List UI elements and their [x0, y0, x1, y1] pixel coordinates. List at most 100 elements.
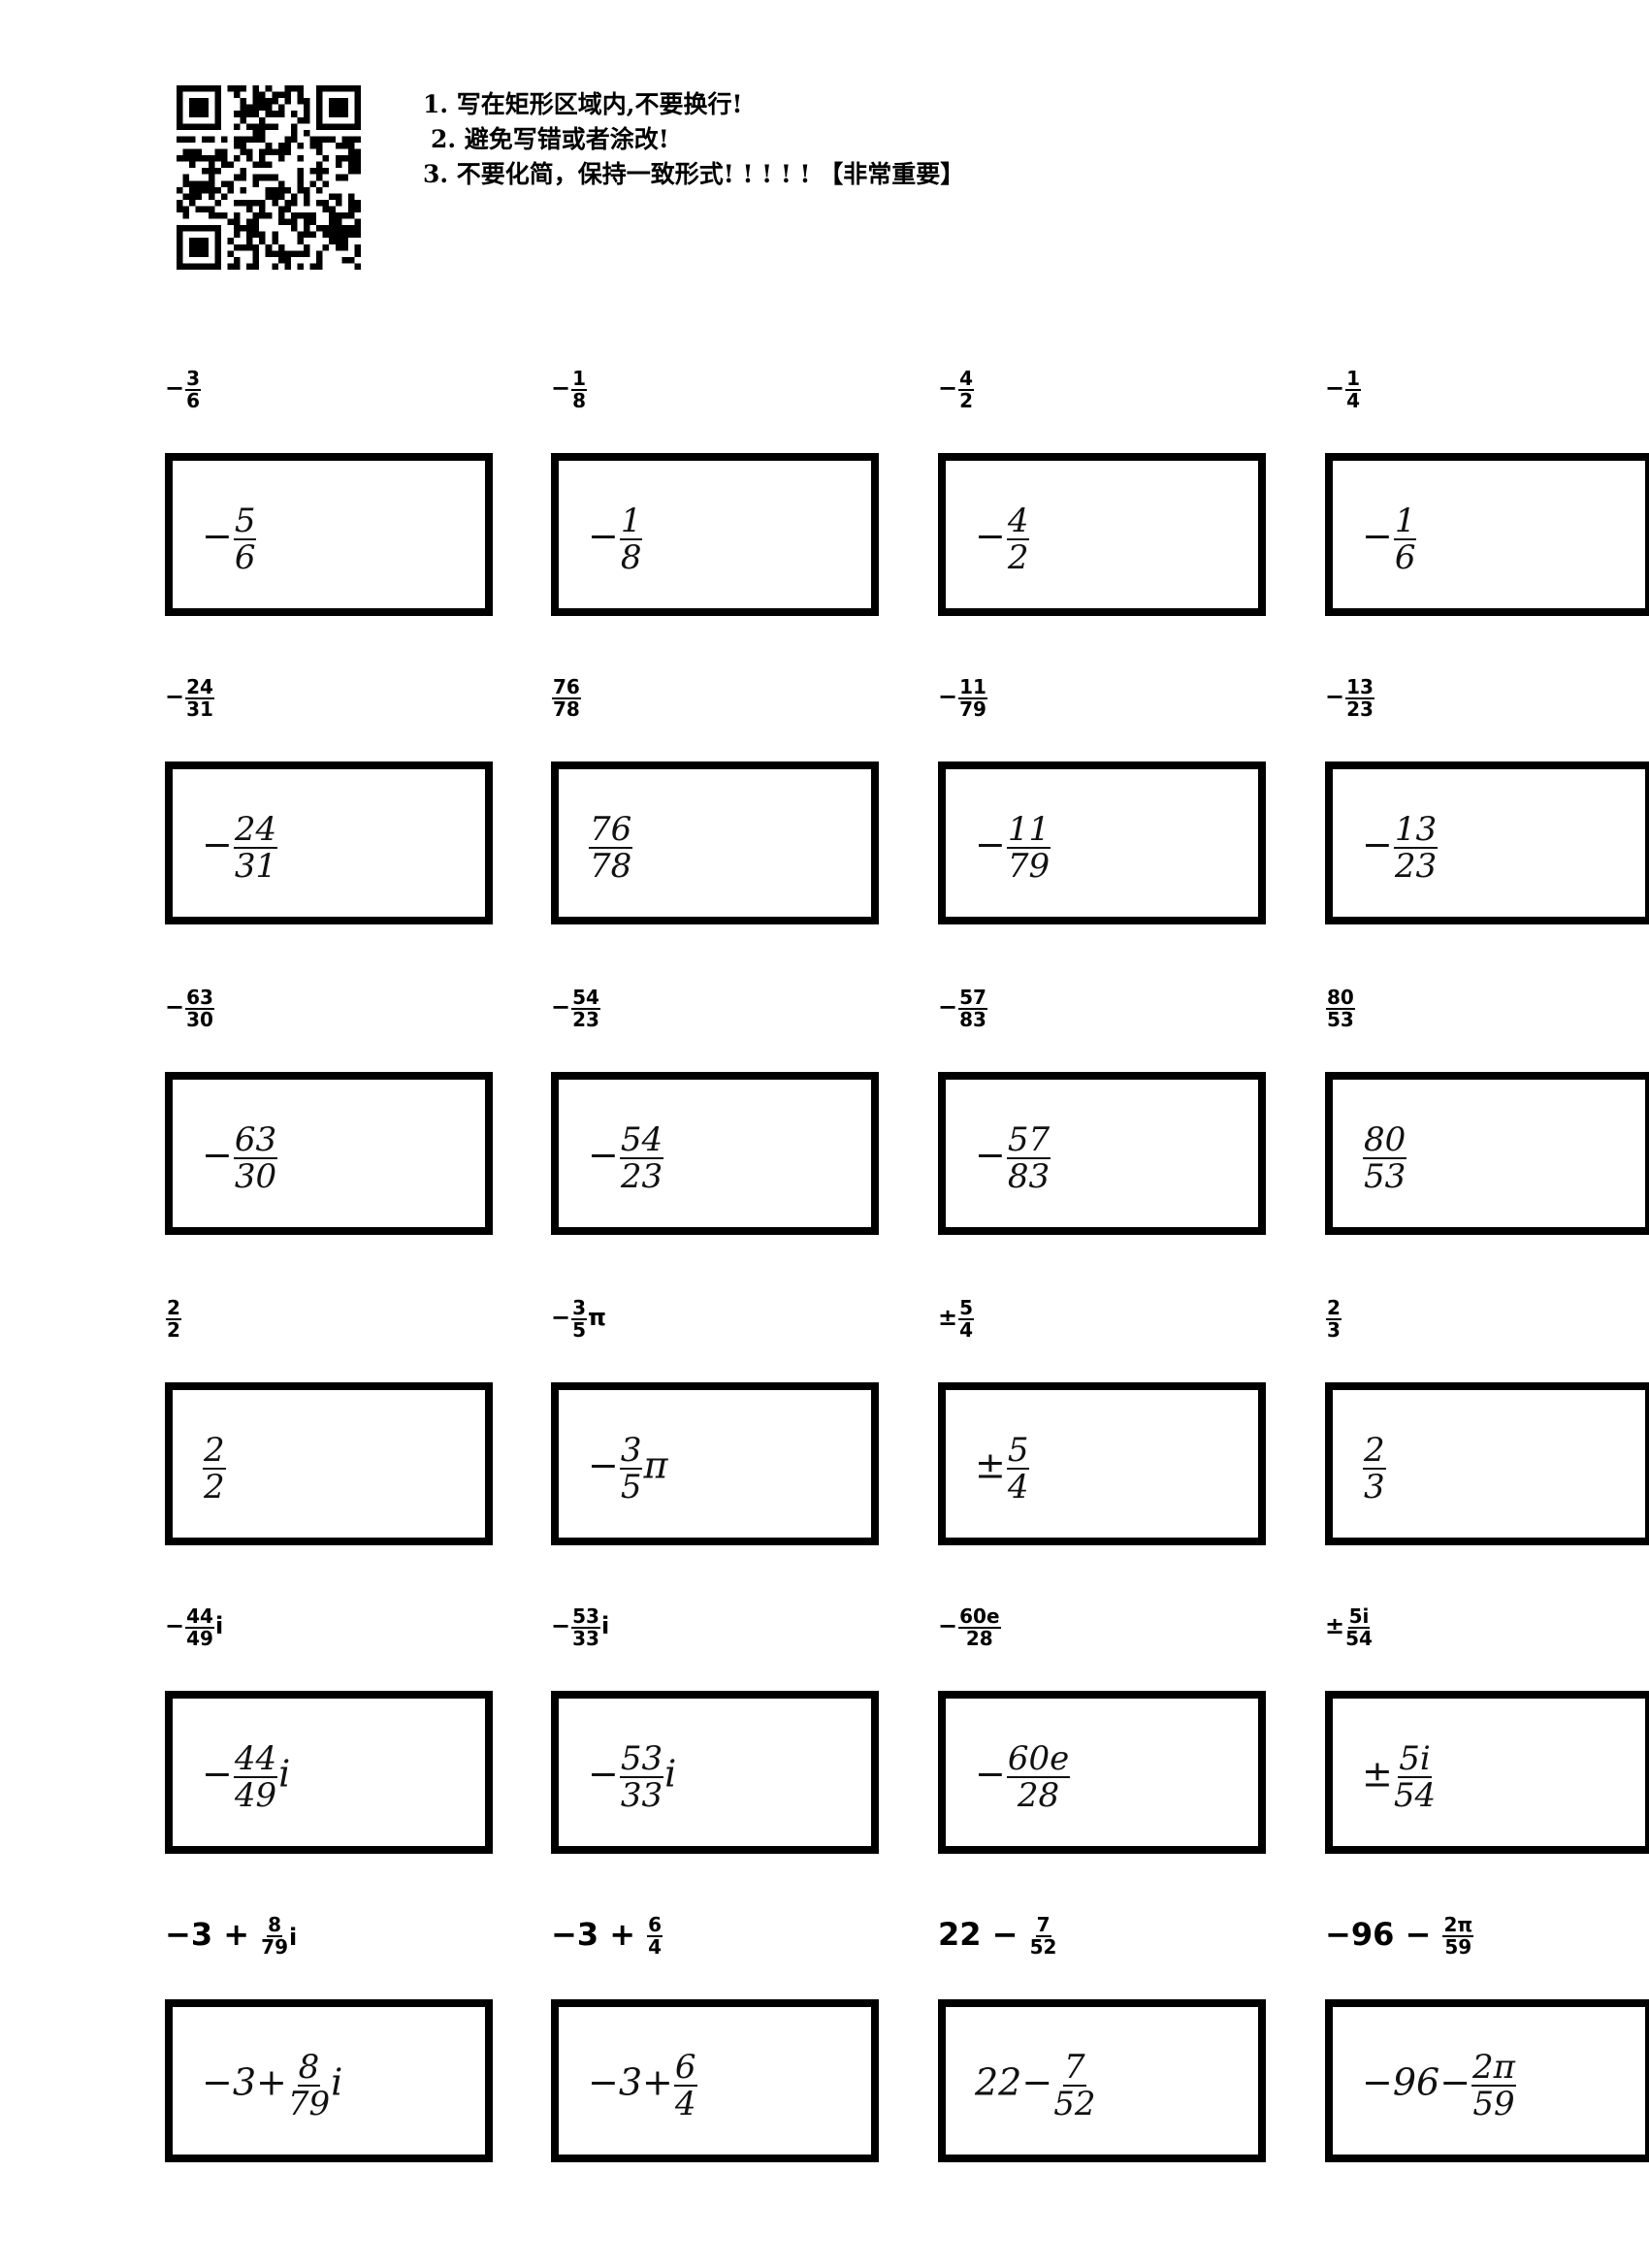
printed-fraction: 11 79	[958, 677, 987, 720]
printed-numerator: 8	[267, 1913, 283, 1937]
printed-numerator: 60e	[958, 1604, 1001, 1629]
printed-denominator: 8	[572, 389, 587, 412]
answer-box[interactable]: −5 6	[165, 453, 493, 616]
answer-prefix: −	[1362, 823, 1393, 866]
printed-expression: −57 83	[938, 980, 988, 1038]
answer-box[interactable]: −3+ 8 79 i	[165, 1999, 493, 2162]
printed-prefix: −96 −	[1325, 1916, 1442, 1953]
answer-numerator: 53	[619, 1739, 664, 1778]
printed-denominator: 59	[1444, 1935, 1472, 1959]
printed-numerator: 11	[958, 675, 987, 699]
printed-numerator: 63	[185, 986, 214, 1010]
printed-numerator: 3	[185, 367, 202, 391]
answer-prefix: 22−	[975, 2060, 1053, 2104]
handwritten-answer: −13 23	[1362, 789, 1635, 907]
handwritten-answer: −96− 2π 59	[1362, 2026, 1635, 2145]
answer-denominator: 53	[1364, 1157, 1406, 1196]
answer-denominator: 3	[1364, 1468, 1385, 1507]
answer-box[interactable]: −1 8	[551, 453, 879, 616]
answer-box[interactable]: 80 53	[1325, 1072, 1649, 1235]
answer-fraction: 5i 54	[1394, 1741, 1436, 1813]
answer-numerator: 44	[233, 1739, 278, 1778]
answer-denominator: 28	[1017, 1776, 1060, 1815]
printed-prefix: −	[551, 993, 571, 1021]
printed-fraction: 7 52	[1030, 1915, 1057, 1958]
printed-prefix: −	[1325, 683, 1345, 710]
printed-denominator: 78	[553, 697, 580, 721]
printed-expression: ±5 4	[938, 1290, 975, 1348]
answer-box[interactable]: −63 30	[165, 1072, 493, 1235]
printed-fraction: 53 33	[571, 1606, 600, 1649]
answer-numerator: 60e	[1006, 1739, 1071, 1778]
printed-prefix: −	[165, 993, 185, 1021]
answer-box[interactable]: −54 23	[551, 1072, 879, 1235]
printed-expression: 76 78	[551, 669, 582, 728]
answer-numerator: 11	[1006, 810, 1051, 849]
printed-expression: −53 33 i	[551, 1599, 609, 1657]
answer-suffix: i	[331, 2060, 343, 2104]
answer-box[interactable]: ±5i 54	[1325, 1691, 1649, 1854]
handwritten-answer: −53 33 i	[588, 1718, 861, 1836]
printed-prefix: −	[938, 374, 958, 402]
answer-box[interactable]: 22− 7 52	[938, 1999, 1266, 2162]
printed-expression: 80 53	[1325, 980, 1356, 1038]
answer-prefix: −	[975, 1133, 1006, 1177]
answer-box[interactable]: −44 49 i	[165, 1691, 493, 1854]
answer-fraction: 44 49	[233, 1739, 278, 1813]
answer-box[interactable]: −4 2	[938, 453, 1266, 616]
answer-box[interactable]: −60e 28	[938, 1691, 1266, 1854]
answer-denominator: 79	[287, 2085, 331, 2123]
answer-box[interactable]: −24 31	[165, 761, 493, 924]
printed-prefix: −	[938, 1612, 958, 1639]
answer-prefix: ±	[975, 1443, 1006, 1487]
problem-cell: ±5 4 ±5 4	[938, 1290, 1273, 1591]
problem-cell: −3 + 8 79 i −3+ 8 79 i	[165, 1907, 500, 2208]
problem-cell: −44 49 i −44 49 i	[165, 1599, 500, 1899]
handwritten-answer: −24 31	[202, 789, 475, 907]
printed-fraction: 80 53	[1326, 988, 1355, 1030]
printed-prefix: −	[165, 683, 185, 710]
answer-fraction: 63 30	[233, 1122, 278, 1194]
instructions: 1. 写在矩形区域内,不要换行! 2. 避免写错或者涂改! 3. 不要化简，保持…	[423, 87, 964, 192]
printed-numerator: 6	[647, 1913, 663, 1937]
printed-expression: −11 79	[938, 669, 988, 728]
instruction-line: 2. 避免写错或者涂改!	[431, 125, 669, 153]
answer-box[interactable]: −11 79	[938, 761, 1266, 924]
answer-box[interactable]: −13 23	[1325, 761, 1649, 924]
printed-denominator: 79	[959, 697, 986, 721]
printed-numerator: 76	[552, 675, 581, 699]
printed-fraction: 13 23	[1345, 677, 1374, 720]
printed-numerator: 1	[571, 367, 588, 391]
answer-denominator: 23	[1394, 847, 1438, 886]
answer-box[interactable]: −53 33 i	[551, 1691, 879, 1854]
printed-suffix: π	[588, 1304, 607, 1331]
printed-prefix: −3 +	[165, 1916, 261, 1953]
handwritten-answer: −4 2	[975, 480, 1248, 599]
printed-numerator: 53	[571, 1604, 600, 1629]
answer-fraction: 76 78	[589, 812, 633, 884]
printed-denominator: 52	[1029, 1935, 1057, 1959]
answer-box[interactable]: −96− 2π 59	[1325, 1999, 1649, 2162]
answer-box[interactable]: −57 83	[938, 1072, 1266, 1235]
problem-cell: ±5i 54 ±5i 54	[1325, 1599, 1649, 1899]
printed-denominator: 30	[186, 1008, 213, 1031]
answer-box[interactable]: ±5 4	[938, 1382, 1266, 1545]
problem-cell: −1 4−1 6	[1325, 361, 1649, 662]
answer-box[interactable]: −3 5 π	[551, 1382, 879, 1545]
printed-numerator: 7	[1035, 1913, 1051, 1937]
answer-box[interactable]: −1 6	[1325, 453, 1649, 616]
instruction-line: 3. 不要化简，保持一致形式! ! ! ! ! 【非常重要】	[423, 160, 965, 188]
answer-numerator: 24	[233, 810, 278, 849]
answer-box[interactable]: −3+ 6 4	[551, 1999, 879, 2162]
printed-expression: −63 30	[165, 980, 215, 1038]
handwritten-answer: 76 78	[588, 789, 861, 907]
problem-cell: 22 − 7 52 22− 7 52	[938, 1907, 1273, 2208]
printed-denominator: 5	[572, 1318, 587, 1342]
answer-box[interactable]: 76 78	[551, 761, 879, 924]
